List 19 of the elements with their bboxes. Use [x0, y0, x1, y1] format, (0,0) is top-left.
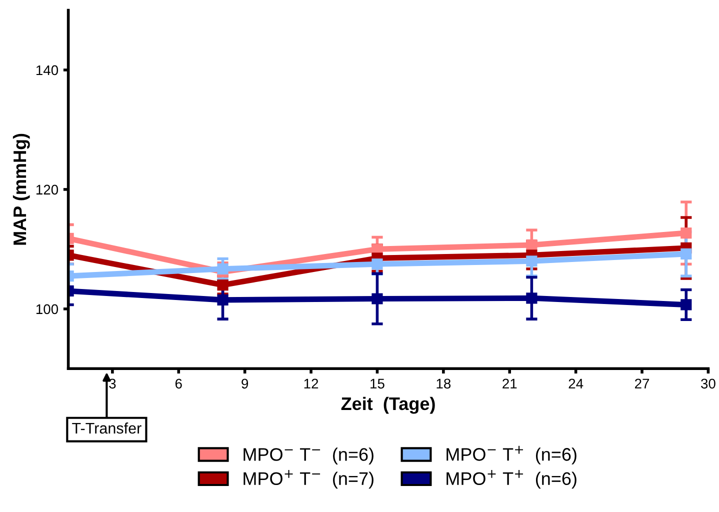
legend-label: MPO$^{+}$ T$^{−}$ (n=7)	[244, 470, 374, 489]
legend-label: MPO$^{−}$ T$^{−}$ (n=6)	[244, 448, 374, 464]
x-axis-title: Zeit (Tage)	[341, 396, 435, 414]
x-tick-label: 27	[634, 378, 650, 388]
x-tick-label: 24	[568, 378, 584, 388]
legend-label: MPO$^{−}$ T$^{+}$ (n=6)	[446, 446, 576, 464]
x-tick-label: 9	[242, 378, 248, 389]
x-tick-label: 12	[304, 378, 318, 388]
x-tick-label: 21	[502, 378, 517, 388]
x-tick-label: 6	[175, 378, 182, 389]
y-tick-label: 100	[36, 304, 58, 314]
y-tick-label: 140	[36, 65, 58, 76]
y-axis-title: MAP (mmHg)	[12, 134, 30, 245]
x-tick-label: 30	[701, 378, 716, 389]
x-tick-label: 18	[436, 378, 451, 389]
text: T-Transfer	[72, 422, 142, 434]
x-tick-label: 15	[370, 378, 384, 389]
legend-label: MPO$^{+}$ T$^{+}$ (n=6)	[446, 470, 576, 489]
y-tick-label: 120	[36, 184, 58, 195]
